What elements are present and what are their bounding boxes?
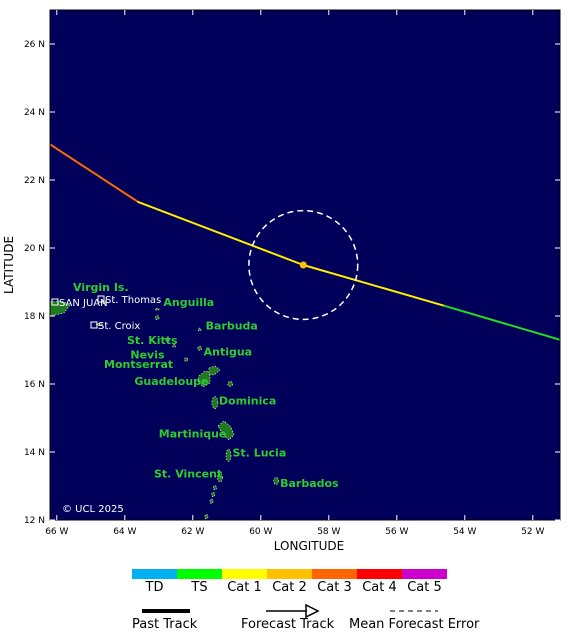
- arrow-head-icon: [305, 603, 320, 619]
- island-label: St. Lucia: [233, 446, 287, 459]
- guadeloupe-east-landmass: [208, 365, 221, 376]
- lon-tick-label: 60 W: [249, 527, 272, 537]
- legend-category-label: TS: [190, 580, 207, 595]
- legend-swatch: [177, 569, 222, 579]
- forecast-track-label: Forecast Track: [241, 617, 335, 632]
- nevis-landmass: [172, 344, 176, 348]
- barbados-landmass: [273, 477, 279, 485]
- legend-category-label: Cat 2: [272, 580, 307, 595]
- barbuda-landmass: [197, 327, 202, 332]
- track-segment: [50, 143, 140, 204]
- lon-tick-label: 62 W: [181, 527, 204, 537]
- lat-tick-label: 12 N: [24, 516, 45, 526]
- lon-tick-label: 56 W: [385, 527, 408, 537]
- current-position-marker: [299, 261, 307, 269]
- island-label: Nevis: [130, 349, 165, 362]
- category-labels: TD TS Cat 1 Cat 2 Cat 3 Cat 4 Cat 5: [145, 580, 442, 595]
- legend-swatch: [357, 569, 402, 579]
- lat-tick-label: 16 N: [24, 380, 45, 390]
- grenadines-landmass: [209, 498, 214, 504]
- lat-tick-label: 24 N: [24, 108, 45, 118]
- storm-track: [50, 143, 560, 341]
- map-panel: Virgin Is. Anguilla Barbuda St. Kitts Nevis A…: [49, 9, 561, 521]
- lat-tick-label: 18 N: [24, 312, 45, 322]
- marie-galante-landmass: [227, 381, 233, 387]
- legend-category-label: TD: [145, 580, 164, 595]
- city-label: SAN JUAN: [59, 298, 108, 309]
- lon-tick-label: 52 W: [521, 527, 544, 537]
- island-label: Montserrat: [104, 358, 173, 371]
- st-barts-landmass: [154, 315, 160, 321]
- island-label: Barbados: [280, 477, 339, 490]
- past-track-label: Past Track: [132, 617, 198, 632]
- city-label: St. Croix: [98, 321, 140, 332]
- st-vincent-landmass: [217, 472, 223, 483]
- island-label: Barbuda: [206, 320, 258, 333]
- st-croix-landmass: [96, 322, 103, 326]
- legend-swatch: [132, 569, 177, 579]
- lat-tick-label: 14 N: [24, 448, 45, 458]
- lat-tick-label: 26 N: [24, 40, 45, 50]
- grenadines-landmass: [204, 514, 209, 520]
- lat-tick-label: 20 N: [24, 244, 45, 254]
- city-marker-icon: [97, 295, 105, 303]
- antigua-landmass: [197, 345, 202, 351]
- map-frame: [49, 9, 561, 521]
- st-lucia-landmass: [225, 449, 232, 462]
- island-label: Antigua: [204, 345, 253, 358]
- lon-tick-label: 58 W: [317, 527, 340, 537]
- island-labels: Virgin Is. Anguilla Barbuda St. Kitts Nevis A…: [73, 281, 339, 490]
- island-label: Dominica: [219, 394, 276, 407]
- y-axis-title: LATITUDE: [2, 236, 16, 294]
- island-label: Guadeloupe: [134, 375, 208, 388]
- island-label: St. Kitts: [127, 334, 178, 347]
- grenadines-landmass: [211, 491, 216, 497]
- legend-swatch: [312, 569, 357, 579]
- guadeloupe-west-landmass: [197, 370, 211, 388]
- legend-swatch: [267, 569, 312, 579]
- track-segment: [137, 201, 305, 266]
- track-segment: [443, 304, 560, 341]
- lon-tick-label: 66 W: [45, 527, 68, 537]
- city-marker-icon: [51, 298, 59, 306]
- island-label: Virgin Is.: [73, 281, 129, 294]
- montserrat-landmass: [184, 357, 188, 362]
- track-segment: [302, 264, 446, 307]
- st-kitts-landmass: [165, 337, 170, 342]
- mean-forecast-error-label: Mean Forecast Error: [349, 617, 480, 632]
- lon-tick-label: 64 W: [113, 527, 136, 537]
- dominica-landmass: [211, 396, 219, 410]
- legend-swatch: [402, 569, 447, 579]
- latitude-axis: 12 N 14 N 16 N 18 N 20 N 22 N 24 N 26 N: [24, 40, 560, 526]
- martinique-landmass: [217, 420, 235, 441]
- city-marker-icon: [90, 321, 98, 329]
- category-legend: TD TS Cat 1 Cat 2 Cat 3 Cat 4 Cat 5: [132, 569, 447, 595]
- lon-tick-label: 54 W: [453, 527, 476, 537]
- legend-swatch: [222, 569, 267, 579]
- track-type-legend: Past Track Forecast Track Mean Forecast …: [132, 603, 480, 632]
- category-swatches: [132, 569, 447, 579]
- island-label: Martinique: [159, 428, 227, 441]
- legend-category-label: Cat 1: [227, 580, 262, 595]
- grenadines-landmass: [212, 485, 217, 491]
- anguilla-landmass: [154, 307, 160, 311]
- lat-tick-label: 22 N: [24, 176, 45, 186]
- legend-category-label: Cat 5: [407, 580, 442, 595]
- copyright-text: © UCL 2025: [62, 504, 124, 515]
- legend-category-label: Cat 3: [317, 580, 352, 595]
- city-label: St. Thomas: [105, 295, 161, 306]
- x-axis-title: LONGITUDE: [274, 539, 344, 553]
- longitude-axis: 66 W 64 W 62 W 60 W 58 W 56 W 54 W 52 W: [45, 10, 545, 537]
- legend-category-label: Cat 4: [362, 580, 397, 595]
- island-label: St. Vincent: [154, 468, 222, 481]
- island-label: Anguilla: [163, 296, 214, 309]
- forecast-error-circle: [248, 209, 359, 321]
